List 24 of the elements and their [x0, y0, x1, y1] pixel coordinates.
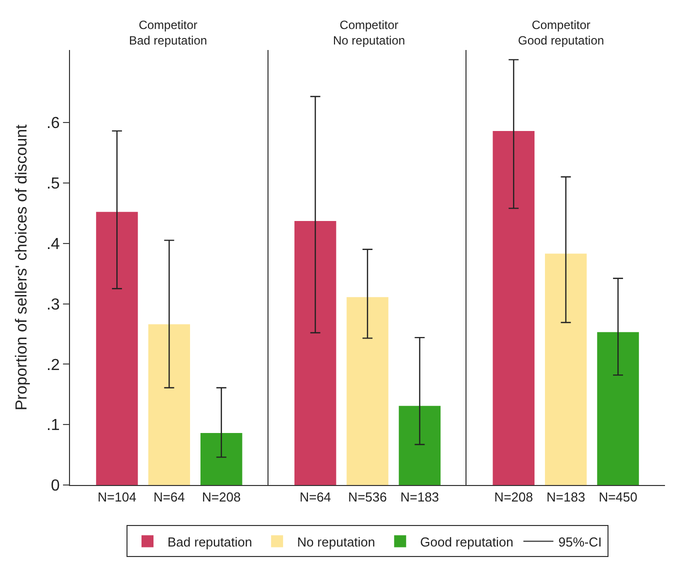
y-tick-label: .1 — [46, 417, 60, 434]
x-tick-label: N=183 — [546, 490, 586, 505]
x-tick-label: N=208 — [494, 490, 533, 505]
chart-title: Competitor No reputation — [333, 18, 406, 48]
x-tick-label: N=450 — [598, 490, 638, 505]
y-tick-label: .2 — [46, 356, 60, 374]
y-tick-label: .6 — [46, 115, 60, 132]
legend-label: Good reputation — [420, 534, 514, 550]
y-axis-title: Proportion of sellers' choices of discount — [13, 124, 30, 410]
x-tick-label: N=208 — [202, 490, 241, 505]
x-tick-label: N=64 — [300, 490, 332, 505]
y-tick-label: 0 — [50, 478, 60, 495]
chart-title: Competitor Bad reputation — [129, 18, 208, 48]
x-tick-label: N=183 — [400, 490, 440, 505]
y-tick-label: .4 — [46, 236, 60, 253]
legend-label: Bad reputation — [168, 534, 252, 550]
chart-title: Competitor Good reputation — [518, 18, 604, 48]
x-tick-label: N=64 — [153, 490, 185, 505]
y-tick-label: .3 — [46, 296, 60, 314]
x-tick-label: N=104 — [98, 490, 136, 505]
x-tick-label: N=536 — [348, 490, 387, 505]
legend-label: No reputation — [297, 534, 376, 550]
y-tick-label: .5 — [46, 176, 60, 193]
text: 95%-CI — [558, 534, 602, 550]
